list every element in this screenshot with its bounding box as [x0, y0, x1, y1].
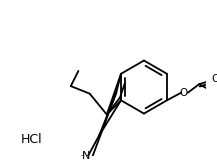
Text: O: O: [180, 88, 188, 98]
Text: N: N: [82, 151, 90, 161]
Text: O: O: [211, 74, 217, 84]
Text: HCl: HCl: [21, 133, 43, 146]
